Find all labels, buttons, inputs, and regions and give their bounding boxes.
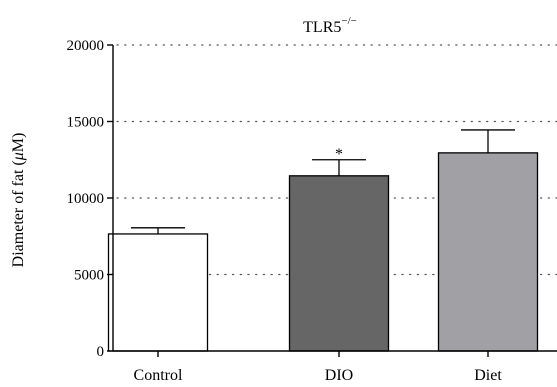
x-tick-label-diet: Diet [474, 367, 502, 384]
bar-control [107, 233, 209, 352]
y-tick-label-15000: 15000 [67, 115, 105, 131]
x-tick-label-dio: DIO [325, 367, 353, 384]
axes [107, 44, 557, 357]
significance-marker: * [335, 146, 343, 163]
labels: Control * DIO Diet 0 5000 10000 15000 20000 [67, 38, 503, 384]
bars [107, 129, 539, 352]
x-tick-label-control: Control [134, 367, 183, 384]
y-tick-label-0: 0 [97, 344, 105, 360]
bar-dio [288, 175, 390, 352]
y-tick-label-20000: 20000 [67, 38, 105, 54]
bar-diet [437, 152, 539, 352]
chart-title: TLR5−/− [303, 15, 357, 36]
y-tick-label-5000: 5000 [74, 268, 104, 284]
y-tick-label-10000: 10000 [67, 191, 105, 207]
y-axis-title: Diameter of fat (μM) [10, 133, 27, 268]
